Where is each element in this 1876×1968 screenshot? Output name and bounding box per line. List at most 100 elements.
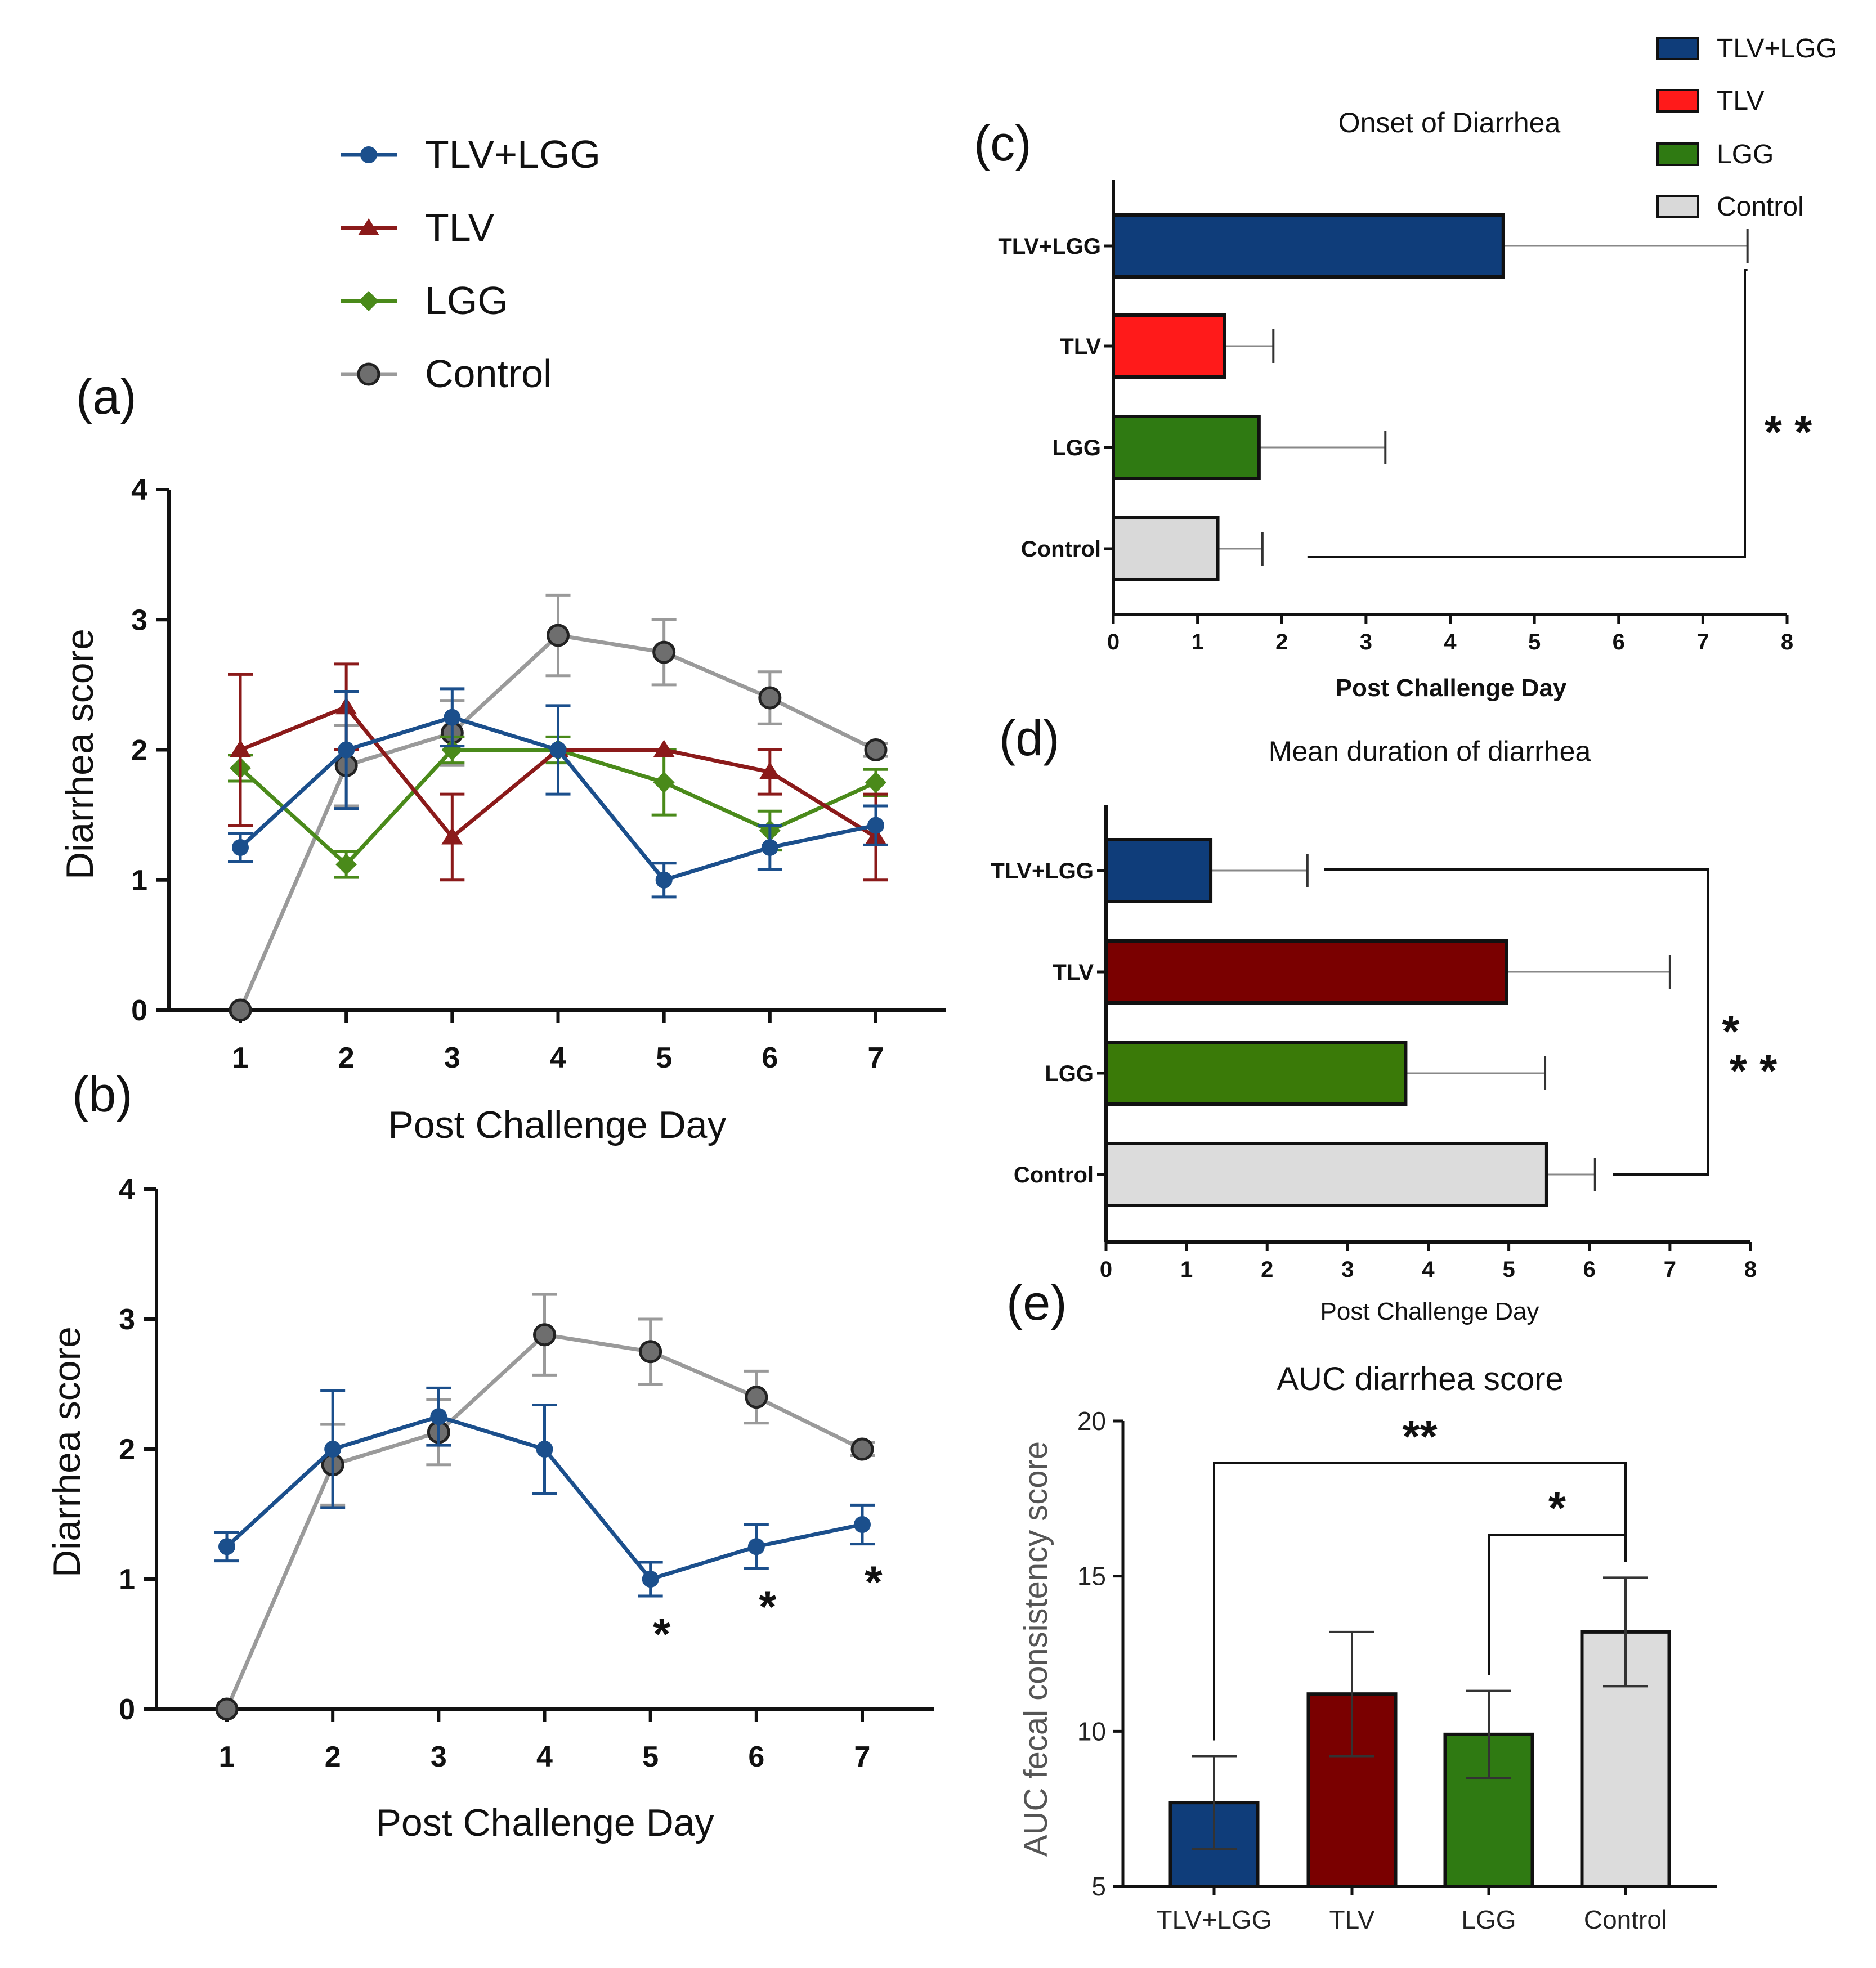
category-label-lgg: LGG	[1461, 1905, 1516, 1934]
point-tlv-lgg	[747, 1538, 765, 1555]
point-control	[215, 1697, 239, 1721]
legend-item-lgg: LGG	[341, 279, 508, 322]
x-tick-label: 8	[1744, 1257, 1757, 1282]
x-tick-label: 0	[1100, 1257, 1112, 1282]
point-tlv	[653, 739, 675, 757]
bar-lgg	[1112, 415, 1261, 480]
point-control	[850, 1437, 874, 1461]
point-tlv-lgg	[761, 839, 778, 856]
panel-c-title: Onset of Diarrhea	[1338, 107, 1561, 138]
legend-item-control: Control	[341, 352, 552, 396]
x-tick-label: 7	[854, 1741, 871, 1773]
panel-b: (b) 0 1 2 3 4 1 2 3 4 5 6 7 * * * Post Challenge Day D…	[46, 1066, 934, 1844]
point-control	[229, 998, 252, 1022]
point-tlv	[759, 761, 781, 779]
category-label-tlv-lgg: TLV+LGG	[998, 234, 1101, 259]
point-lgg	[441, 739, 463, 761]
panel-e-ylabel: AUC fecal consistency score	[1018, 1441, 1054, 1857]
panel-a-label: (a)	[76, 369, 137, 424]
x-tick-label: 2	[325, 1741, 341, 1773]
category-label-control: Control	[1014, 1163, 1094, 1187]
bar-legend-swatch-tlv	[1656, 89, 1699, 113]
x-tick-label: 6	[1613, 630, 1625, 654]
bar-legend-swatch-tlv-lgg	[1656, 37, 1699, 60]
category-label-lgg: LGG	[1052, 436, 1101, 460]
significance-marker: *	[759, 1582, 777, 1632]
point-lgg	[653, 772, 675, 794]
significance-bracket	[1307, 269, 1748, 558]
y-tick-label: 5	[1091, 1872, 1106, 1901]
point-tlv-lgg	[854, 1516, 871, 1533]
x-tick-label: 5	[1528, 630, 1541, 654]
panel-e-label: (e)	[1006, 1275, 1067, 1330]
point-control	[639, 1340, 662, 1364]
x-tick-label: 1	[219, 1741, 235, 1773]
point-tlv-lgg	[444, 709, 461, 726]
bar-legend-swatch-lgg	[1656, 142, 1699, 166]
point-tlv-lgg	[549, 741, 567, 759]
y-tick-label: 2	[119, 1433, 135, 1466]
panel-d-xlabel: Post Challenge Day	[1320, 1298, 1539, 1325]
x-tick-label: 4	[1422, 1257, 1435, 1282]
panel-a: (a) 0 1 2 3 4 1 2 3 4 5 6 7 Post Challenge Day Diar…	[59, 369, 946, 1146]
x-tick-label: 7	[1664, 1257, 1676, 1282]
category-label-control: Control	[1021, 537, 1101, 562]
point-tlv	[230, 739, 251, 757]
y-tick-label: 0	[131, 994, 147, 1027]
category-label-tlv: TLV	[1053, 960, 1094, 985]
legend-item-tlv: TLV	[341, 205, 494, 249]
significance-marker: * *	[1765, 407, 1812, 457]
x-tick-label: 6	[1583, 1257, 1596, 1282]
x-tick-label: 1	[1192, 630, 1204, 654]
panel-b-plot: 0 1 2 3 4 1 2 3 4 5 6 7 * * *	[119, 1173, 934, 1773]
panel-e-title: AUC diarrhea score	[1277, 1361, 1563, 1397]
x-tick-label: 6	[748, 1741, 764, 1773]
significance-marker: * *	[1730, 1046, 1778, 1096]
bar-legend-swatch-control	[1656, 195, 1699, 218]
y-tick-label: 10	[1077, 1716, 1106, 1746]
point-lgg	[335, 854, 357, 875]
bar-lgg	[1104, 1041, 1408, 1106]
x-tick-label: 4	[550, 1042, 566, 1074]
legend-label-lgg: LGG	[425, 279, 508, 322]
point-control	[758, 686, 782, 710]
x-tick-label: 3	[431, 1741, 447, 1773]
legend-label-control: Control	[425, 352, 552, 396]
x-tick-label: 2	[338, 1042, 355, 1074]
panel-d-title: Mean duration of diarrhea	[1269, 736, 1591, 767]
significance-bracket	[1324, 868, 1709, 1176]
bar-control	[1104, 1142, 1548, 1207]
x-tick-label: 8	[1781, 630, 1793, 654]
panel-c-xlabel: Post Challenge Day	[1336, 674, 1567, 702]
point-control	[533, 1323, 556, 1347]
x-tick-label: 7	[1696, 630, 1709, 654]
point-control	[652, 640, 676, 664]
panel-b-label: (b)	[72, 1066, 133, 1122]
point-control	[864, 738, 888, 761]
y-tick-label: 1	[119, 1563, 135, 1596]
significance-bracket	[1213, 1462, 1627, 1741]
y-tick-label: 15	[1077, 1562, 1106, 1591]
panel-d-label: (d)	[999, 710, 1060, 766]
category-label-tlv: TLV	[1060, 334, 1101, 359]
y-tick-label: 20	[1077, 1406, 1106, 1436]
bar-legend: TLV+LGG TLV LGG Control	[1656, 34, 1837, 222]
category-label-tlv-lgg: TLV+LGG	[1157, 1905, 1272, 1934]
y-tick-label: 1	[131, 864, 147, 897]
panel-b-xlabel: Post Challenge Day	[375, 1801, 714, 1844]
x-tick-label: 1	[232, 1042, 249, 1074]
point-tlv-lgg	[218, 1538, 235, 1555]
category-label-lgg: LGG	[1045, 1061, 1094, 1086]
x-tick-label: 6	[762, 1042, 778, 1074]
x-tick-label: 5	[1503, 1257, 1515, 1282]
y-tick-label: 4	[119, 1173, 135, 1206]
panel-c: (c) Onset of Diarrhea 0 1 2 3 4 5 6 7 8 TLV+LGG TL…	[974, 107, 1812, 702]
point-tlv-lgg	[338, 741, 355, 759]
point-lgg	[865, 772, 886, 794]
category-label-tlv-lgg: TLV+LGG	[991, 859, 1094, 884]
panel-a-plot: 0 1 2 3 4 1 2 3 4 5 6 7	[131, 474, 946, 1074]
bar-tlv	[1104, 939, 1508, 1005]
bar-control	[1112, 516, 1220, 581]
